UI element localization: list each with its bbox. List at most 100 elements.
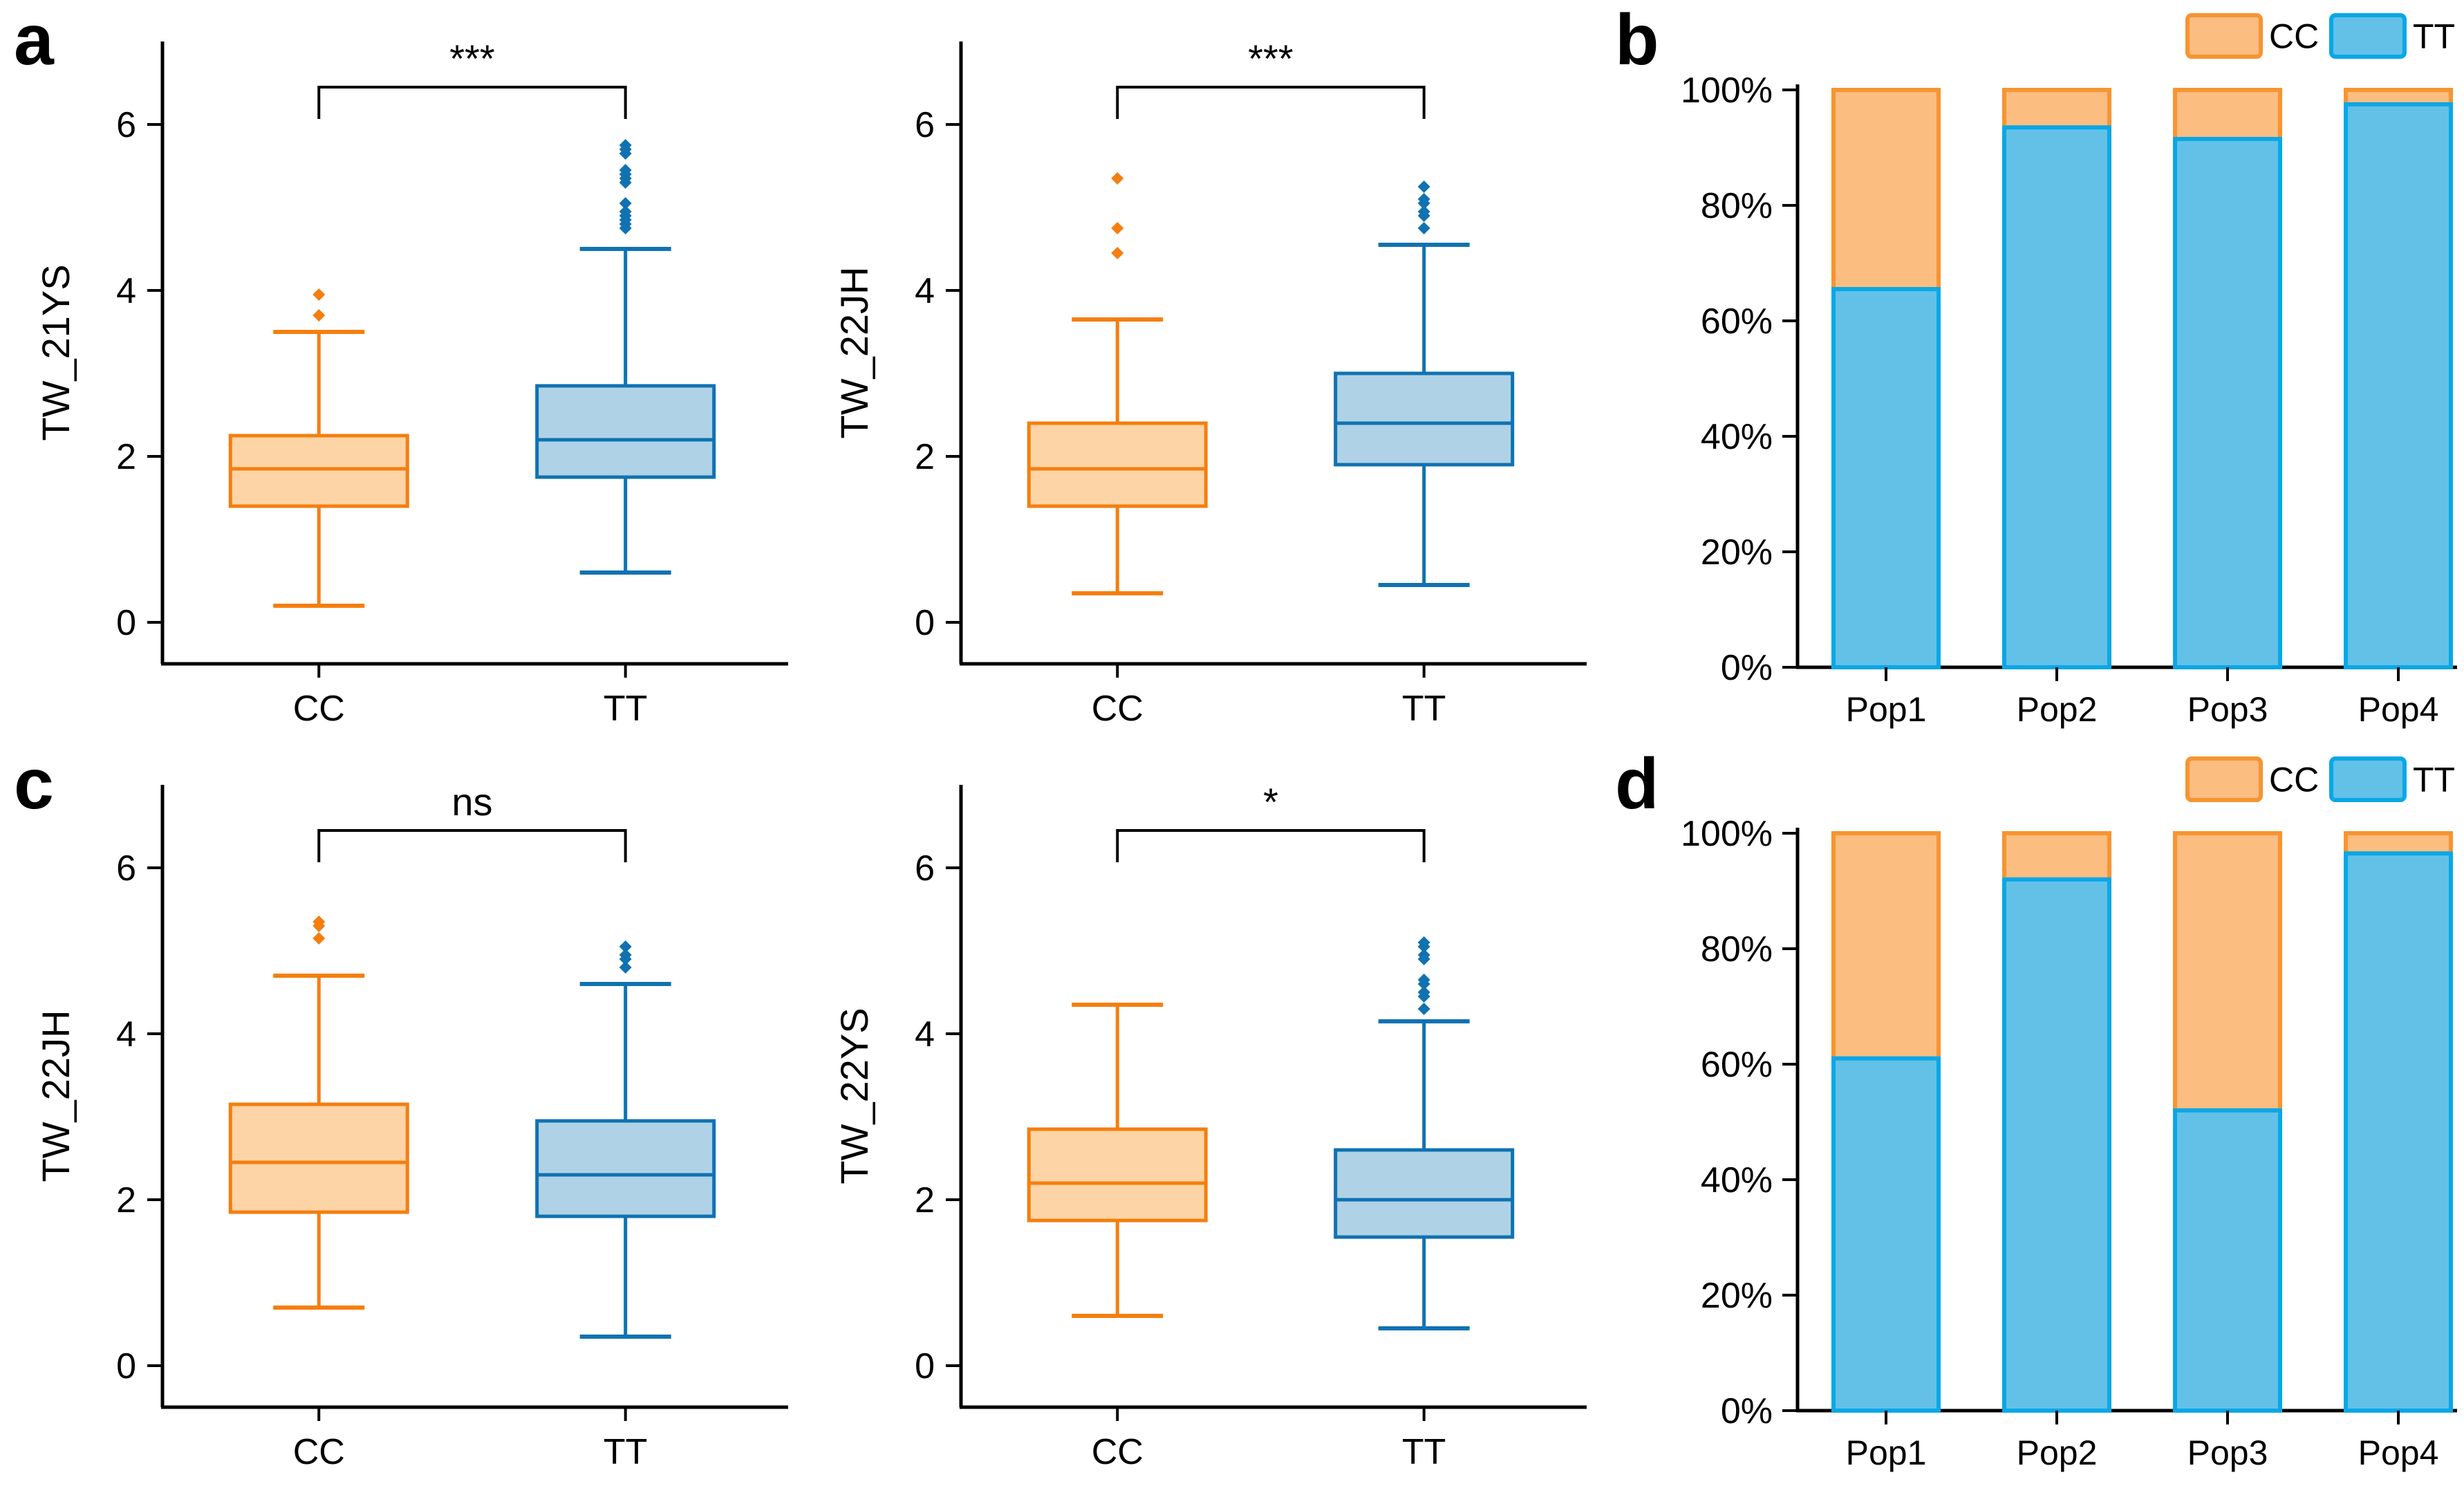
y-tick-label: 80%	[1701, 186, 1773, 226]
y-tick-label: 4	[116, 271, 136, 311]
stacked-bar-panel-d: 0% 20% 40% 60% 80% 100% Pop1 Pop2 Pop3 Pop4 CC TT	[1681, 756, 2457, 1472]
outlier-point	[312, 309, 326, 322]
legend-label-cc: CC	[2269, 761, 2319, 799]
outlier-point	[619, 197, 632, 210]
panel-letter-d: d	[1615, 744, 1659, 824]
outlier-point	[619, 949, 632, 961]
bar-segment-cc-pop3	[2173, 831, 2282, 1113]
panel-letter-a: a	[14, 0, 54, 80]
outlier-point	[1111, 222, 1124, 234]
y-tick-label: 2	[915, 1180, 935, 1220]
x-category-label: Pop4	[2358, 1433, 2439, 1472]
y-tick-label: 80%	[1701, 929, 1773, 969]
boxplot-panel-c-tw22jh: 0 2 4 6 TW_22JH CC TT ns	[34, 780, 788, 1472]
significance-label: ns	[451, 780, 492, 824]
bar-segment-cc-pop1	[1831, 88, 1941, 292]
y-tick-label: 20%	[1701, 532, 1773, 573]
legend-swatch-tt	[2329, 13, 2407, 59]
outlier-point	[1417, 1003, 1430, 1015]
bar-segment-cc-pop1	[1831, 831, 1941, 1061]
x-category-label: CC	[293, 689, 345, 729]
y-tick-label: 2	[116, 437, 136, 477]
x-category-label: CC	[1092, 689, 1144, 729]
y-tick-label: 4	[116, 1014, 136, 1055]
x-category-label: CC	[293, 1432, 345, 1472]
bar-segment-tt-pop3	[2173, 136, 2282, 670]
box-cc	[228, 434, 409, 508]
box-cc	[228, 1102, 409, 1214]
bar-segment-tt-pop3	[2173, 1108, 2282, 1413]
legend-swatch-cc	[2185, 13, 2263, 59]
bar-segment-cc-pop2	[2002, 88, 2111, 130]
significance-label: *	[1263, 780, 1278, 824]
outlier-point	[1417, 949, 1430, 961]
legend-swatch-cc	[2185, 756, 2263, 802]
y-tick-label: 100%	[1681, 71, 1773, 111]
x-category-label: TT	[604, 1432, 648, 1472]
outlier-point	[1417, 222, 1430, 234]
y-tick-label: 0%	[1721, 1391, 1773, 1431]
y-tick-label: 0	[116, 603, 136, 643]
y-tick-label: 6	[915, 848, 935, 889]
legend-label-cc: CC	[2269, 17, 2319, 56]
significance-label: ***	[1248, 37, 1293, 80]
x-category-label: Pop3	[2187, 690, 2268, 729]
legend-label-tt: TT	[2413, 761, 2455, 799]
outlier-point	[312, 932, 326, 945]
bar-segment-tt-pop1	[1831, 287, 1941, 669]
box-tt	[535, 1119, 716, 1218]
y-tick-label: 0	[915, 603, 935, 643]
box-tt	[1334, 1148, 1515, 1239]
y-tick-label: 0%	[1721, 648, 1773, 688]
bar-segment-cc-pop2	[2002, 831, 2111, 882]
y-axis-label: TW_22JH	[34, 1010, 77, 1182]
y-tick-label: 20%	[1701, 1276, 1773, 1316]
y-tick-label: 100%	[1681, 814, 1773, 854]
outlier-point	[1417, 180, 1430, 193]
x-category-label: TT	[604, 689, 648, 729]
legend-swatch-tt	[2329, 756, 2407, 802]
bar-segment-tt-pop2	[2002, 125, 2111, 669]
y-tick-label: 6	[116, 848, 136, 889]
significance-bracket	[317, 86, 627, 119]
y-tick-label: 6	[116, 105, 136, 145]
outlier-point	[619, 139, 632, 151]
outlier-point	[1417, 205, 1430, 218]
y-tick-label: 40%	[1701, 1160, 1773, 1200]
x-category-label: Pop2	[2017, 1433, 2098, 1472]
outlier-point	[1111, 172, 1124, 185]
x-category-label: Pop1	[1846, 1433, 1927, 1472]
x-category-label: TT	[1402, 1432, 1446, 1472]
outlier-point	[619, 961, 632, 974]
outlier-point	[312, 288, 326, 301]
boxplot-panel-a-tw21ys: 0 2 4 6 TW_21YS CC TT ***	[34, 37, 788, 729]
boxplot-panel-a-tw22jh: 0 2 4 6 TW_22JH CC TT ***	[832, 37, 1587, 729]
y-tick-label: 60%	[1701, 1045, 1773, 1085]
significance-bracket	[317, 829, 627, 862]
y-tick-label: 4	[915, 271, 935, 311]
y-axis-label: TW_22JH	[832, 267, 876, 439]
outlier-point	[1417, 986, 1430, 999]
outlier-point	[1111, 247, 1124, 259]
bar-segment-cc-pop4	[2344, 831, 2453, 856]
panel-letter-b: b	[1615, 0, 1659, 80]
outlier-point	[619, 164, 632, 176]
bar-segment-cc-pop3	[2173, 88, 2282, 141]
bar-segment-cc-pop4	[2344, 88, 2453, 106]
legend-label-tt: TT	[2413, 17, 2455, 56]
x-category-label: Pop2	[2017, 690, 2098, 729]
box-tt	[535, 384, 716, 479]
y-tick-label: 6	[915, 105, 935, 145]
y-tick-label: 40%	[1701, 417, 1773, 457]
box-cc	[1027, 1127, 1208, 1223]
outlier-point	[619, 205, 632, 218]
bar-segment-tt-pop4	[2344, 102, 2453, 669]
boxplot-panel-c-tw22ys: 0 2 4 6 TW_22YS CC TT *	[832, 780, 1587, 1472]
y-tick-label: 2	[915, 437, 935, 477]
panel-letter-c: c	[14, 744, 54, 824]
outlier-point	[619, 940, 632, 953]
bar-segment-tt-pop1	[1831, 1056, 1941, 1413]
x-category-label: Pop4	[2358, 690, 2439, 729]
x-category-label: TT	[1402, 689, 1446, 729]
significance-label: ***	[449, 37, 494, 80]
